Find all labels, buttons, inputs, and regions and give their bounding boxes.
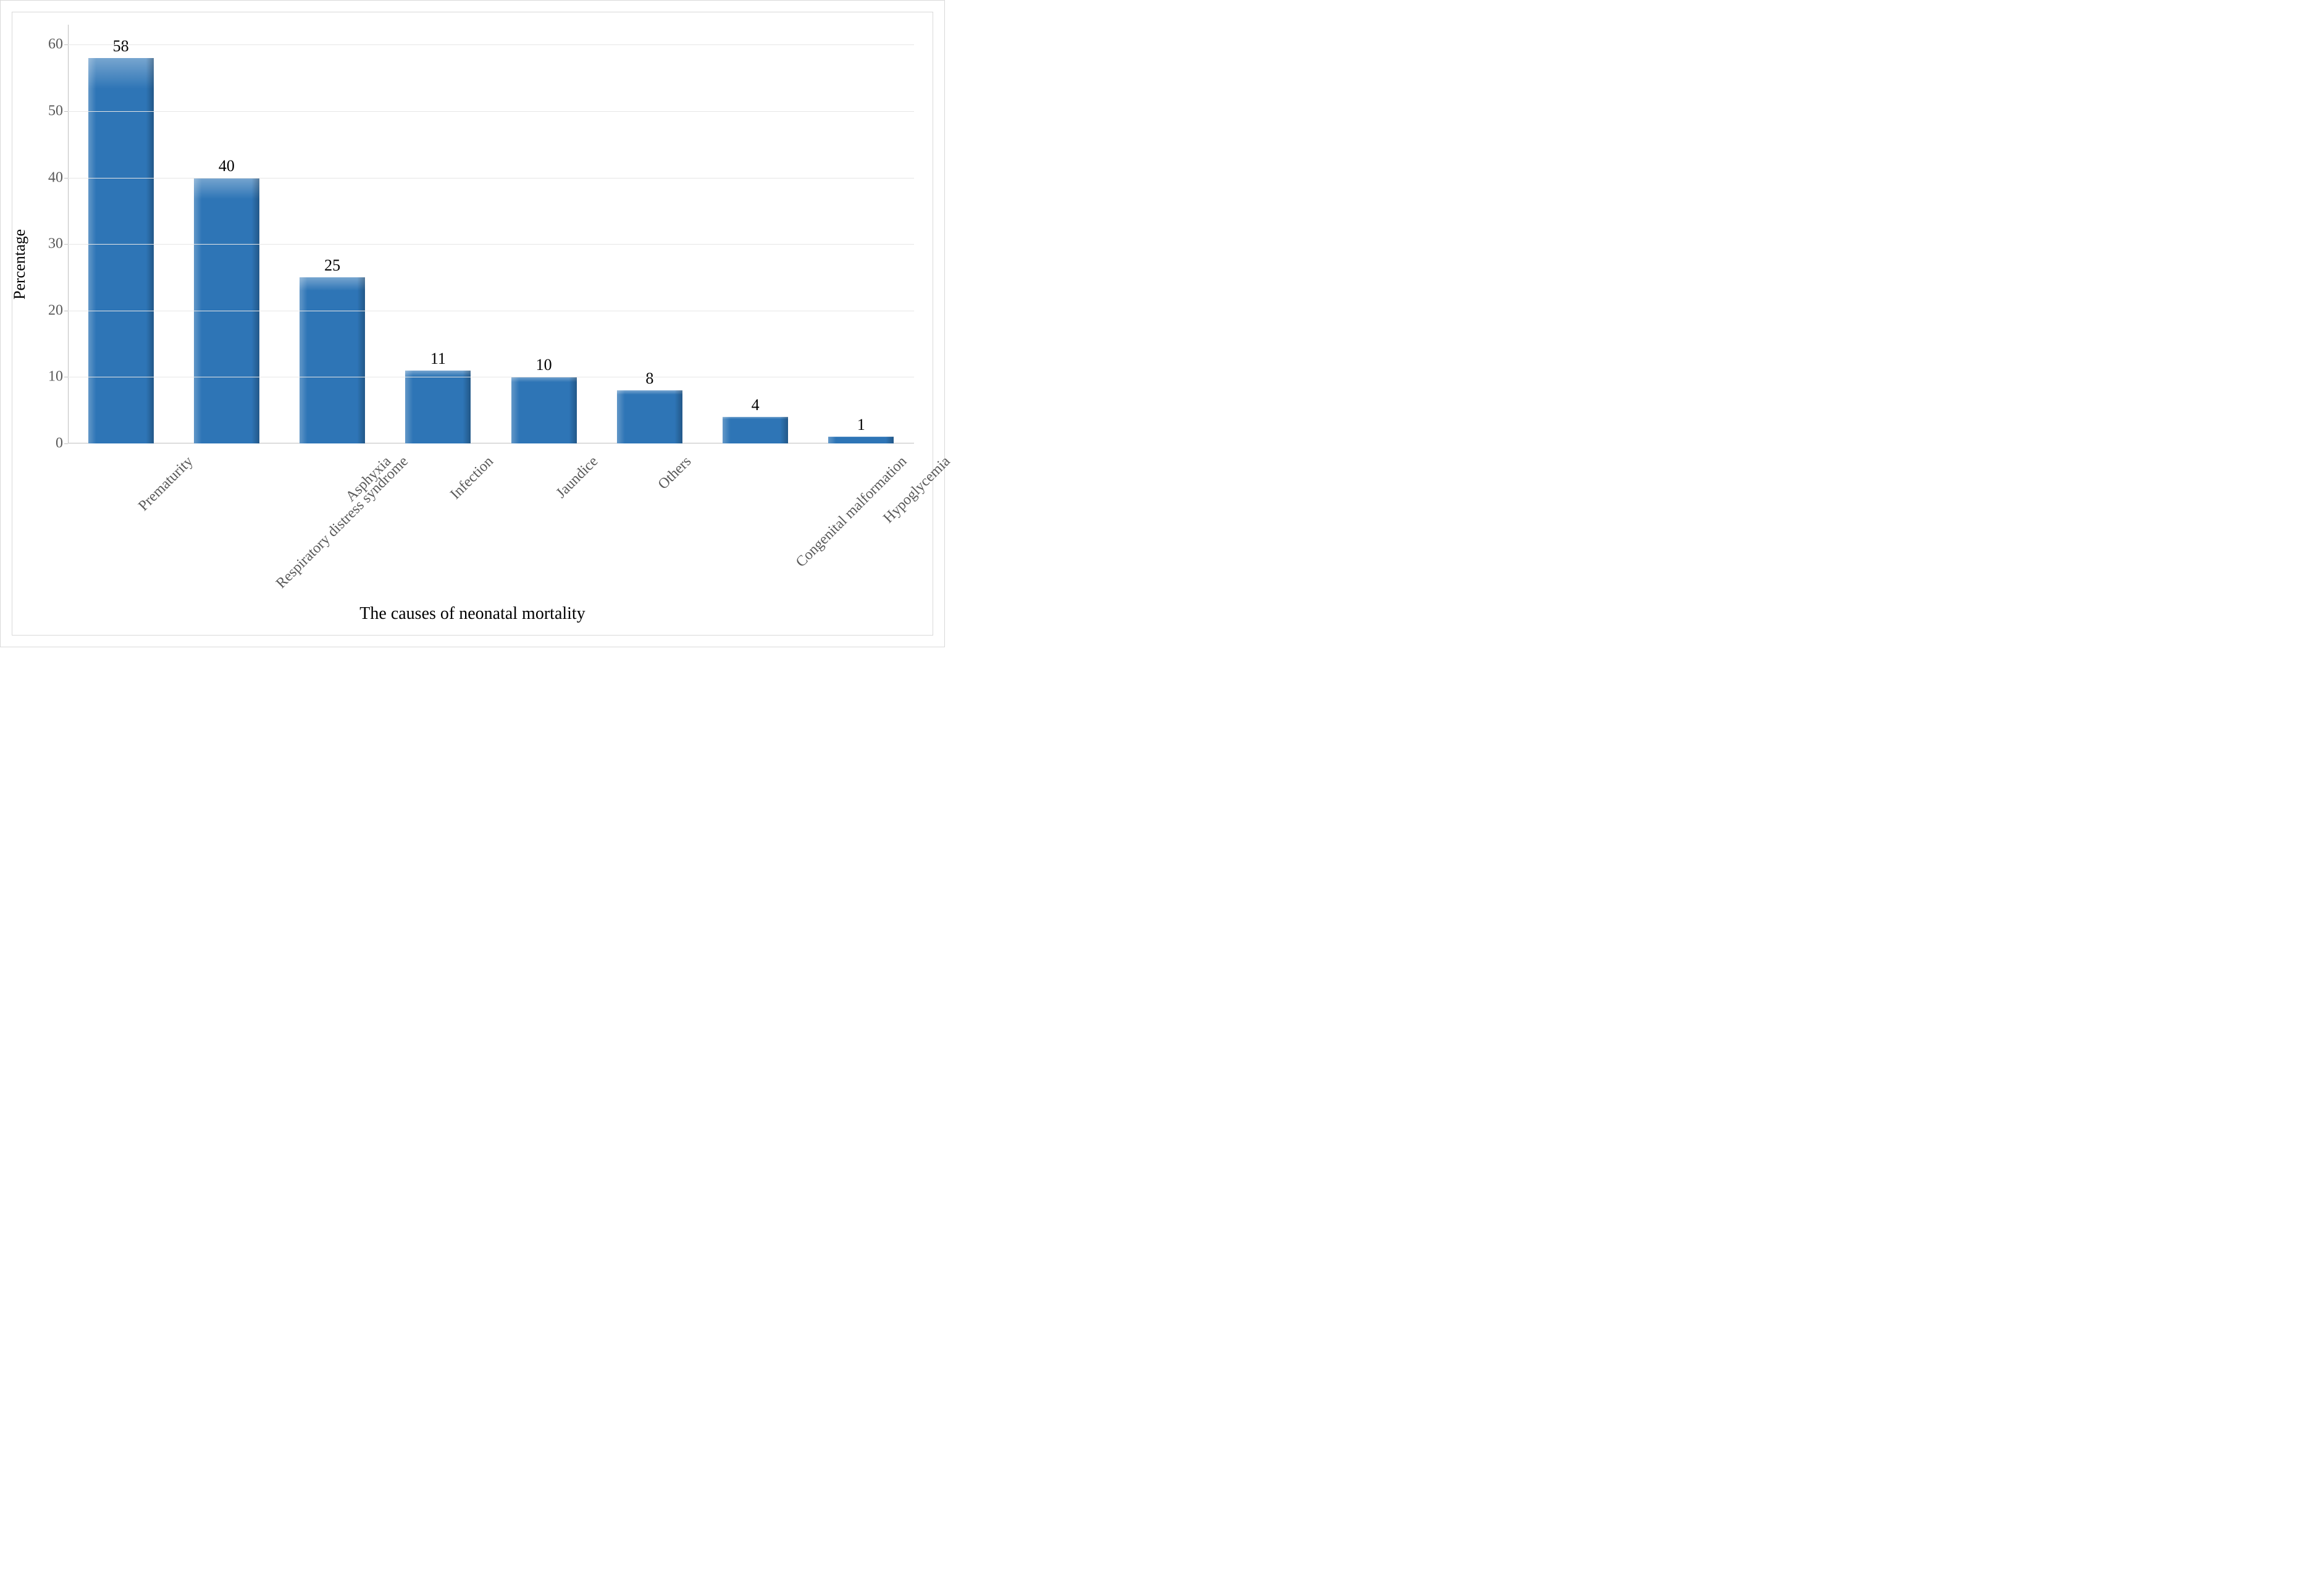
y-tick-label: 0 xyxy=(38,435,63,452)
y-axis-title: Percentage xyxy=(10,229,29,300)
x-tick-label: Hypoglycemia xyxy=(881,453,954,527)
bar-value-label: 40 xyxy=(219,157,235,175)
bar-slot: 40 xyxy=(174,25,279,443)
y-tick-label: 50 xyxy=(38,103,63,119)
bar-slot: 8 xyxy=(597,25,702,443)
bar-slot: 58 xyxy=(68,25,174,443)
bar-slot: 10 xyxy=(491,25,597,443)
y-tick-label: 10 xyxy=(38,369,63,385)
bar-slot: 4 xyxy=(703,25,808,443)
y-tick-label: 60 xyxy=(38,36,63,53)
bar-slot: 11 xyxy=(385,25,491,443)
bar-value-label: 58 xyxy=(113,37,129,56)
chart-outer-frame: Percentage 5840251110841 0102030405060 P… xyxy=(0,0,945,647)
y-tick-mark xyxy=(64,244,68,245)
bar xyxy=(511,377,577,443)
chart-inner-frame: Percentage 5840251110841 0102030405060 P… xyxy=(12,12,933,636)
bar-value-label: 8 xyxy=(645,369,653,388)
bar xyxy=(828,437,894,443)
grid-line xyxy=(68,44,914,45)
y-tick-label: 40 xyxy=(38,169,63,186)
y-tick-mark xyxy=(64,44,68,45)
bar-slot: 1 xyxy=(808,25,914,443)
bar-slot: 25 xyxy=(280,25,385,443)
bar-value-label: 11 xyxy=(430,350,446,368)
x-tick-label: Jaundice xyxy=(553,453,601,502)
y-tick-label: 20 xyxy=(38,302,63,319)
bar xyxy=(300,277,365,443)
bar-value-label: 1 xyxy=(857,416,865,434)
x-axis-title: The causes of neonatal mortality xyxy=(12,604,933,624)
bar-value-label: 10 xyxy=(536,356,552,374)
grid-line xyxy=(68,244,914,245)
x-tick-label: Infection xyxy=(448,453,497,503)
bar xyxy=(88,58,154,443)
y-tick-mark xyxy=(64,111,68,112)
bar xyxy=(405,371,471,443)
bar-value-label: 25 xyxy=(324,256,340,275)
bar xyxy=(723,417,788,443)
grid-line xyxy=(68,111,914,112)
y-tick-mark xyxy=(64,443,68,444)
bars-container: 58 40 25 11 10 8 4 1 xyxy=(68,25,914,443)
bar-value-label: 4 xyxy=(752,396,760,414)
bar xyxy=(617,390,682,443)
plot-area: 5840251110841 0102030405060 xyxy=(68,25,914,443)
x-tick-label: Others xyxy=(655,453,695,493)
y-tick-label: 30 xyxy=(38,236,63,253)
